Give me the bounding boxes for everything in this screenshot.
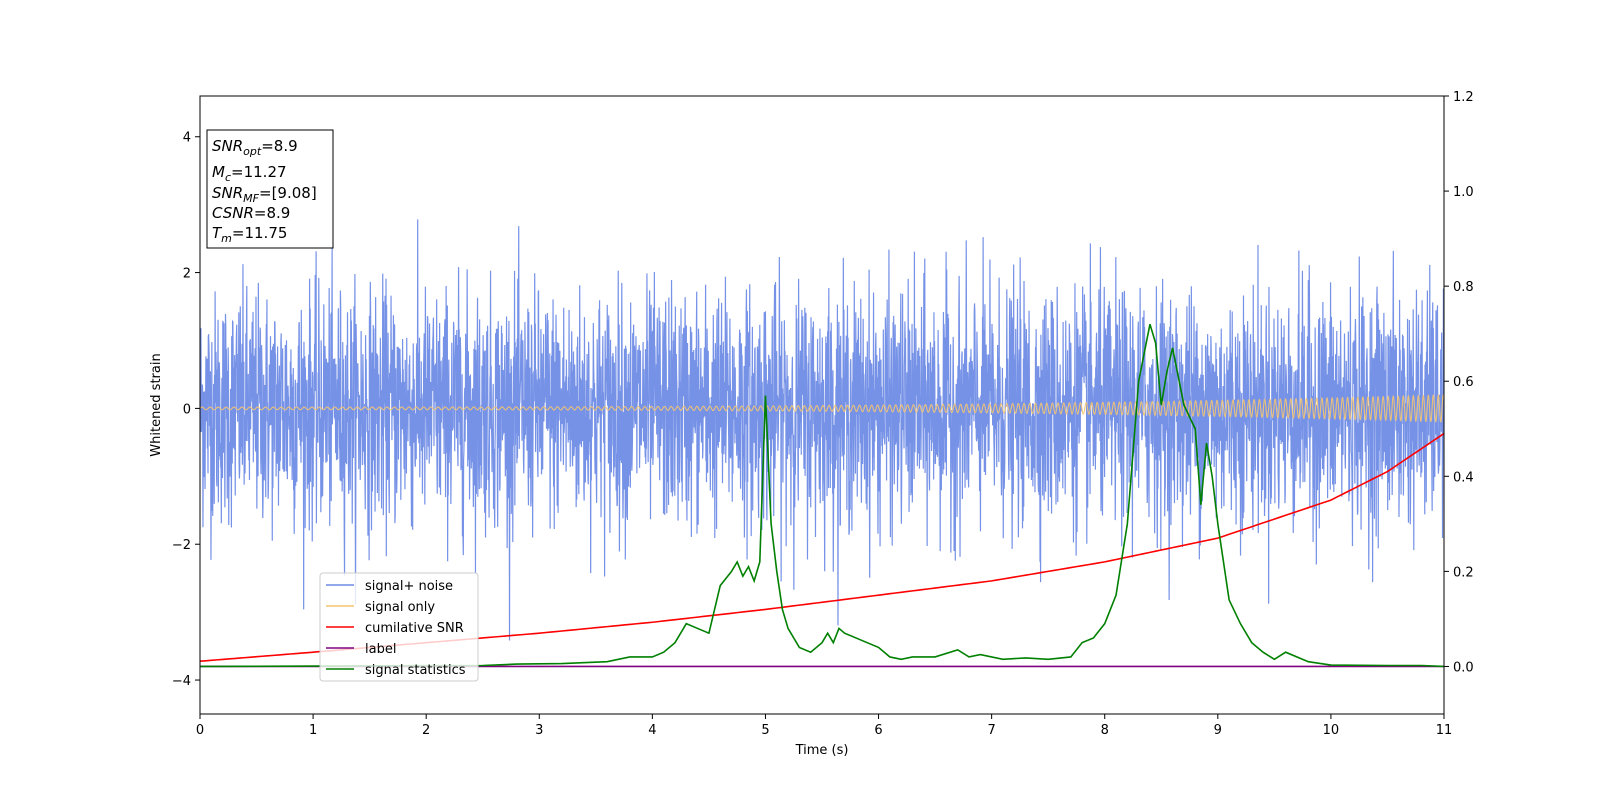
x-tick-label: 10: [1323, 723, 1340, 738]
x-tick-label: 4: [648, 723, 656, 738]
x-tick-label: 2: [422, 723, 430, 738]
legend-label-signal-only: signal only: [365, 600, 435, 615]
plot-frame: [199, 95, 1445, 715]
y-tick-label: −2: [172, 538, 191, 553]
legend-label-cumilative-snr: cumilative SNR: [365, 621, 464, 636]
y2-tick-label: 0.0: [1453, 660, 1474, 675]
x-tick-label: 5: [761, 723, 769, 738]
y2-tick-label: 1.0: [1453, 185, 1474, 200]
y2-tick-label: 0.6: [1453, 375, 1474, 390]
info-box: SNRopt=8.9 Mc=11.27 SNRMF=[9.08] CSNR=8.…: [206, 129, 334, 249]
info-csnr: CSNR=8.9: [212, 204, 290, 222]
x-tick-label: 9: [1214, 723, 1222, 738]
signal-only-layer: [200, 394, 1444, 423]
y-axis-label: Whitened strain: [149, 353, 164, 456]
x-tick-label: 6: [874, 723, 882, 738]
x-tick-label: 3: [535, 723, 543, 738]
legend-frame: [319, 572, 479, 682]
info-snr-mf: SNRMF=[9.08]: [212, 184, 317, 205]
y-tick-label: −4: [172, 674, 191, 689]
y2-tick-label: 0.2: [1453, 565, 1474, 580]
info-tm: Tm=11.75: [212, 224, 287, 245]
legend-label-signal-noise: signal+ noise: [365, 579, 453, 594]
y-tick-label: 4: [183, 131, 191, 146]
x-axis-label: Time (s): [795, 743, 849, 758]
legend: signal+ noise signal only cumilative SNR…: [319, 572, 479, 682]
y-tick-label: 2: [183, 267, 191, 282]
x-axis-ticks: 0 1 2 3 4 5 6 7 8 9 10 11: [196, 714, 1452, 738]
x-tick-label: 0: [196, 723, 204, 738]
y2-tick-label: 1.2: [1453, 90, 1474, 105]
y2-axis-ticks: 0.0 0.2 0.4 0.6 0.8 1.0 1.2: [1444, 90, 1474, 675]
y-tick-label: 0: [183, 402, 191, 417]
y-axis-ticks: −4 −2 0 2 4: [172, 131, 200, 689]
series-signal-statistics: [200, 323, 1444, 668]
x-tick-label: 7: [987, 723, 995, 738]
info-snr-opt: SNRopt=8.9: [212, 137, 298, 158]
series-signal-only: [200, 394, 1444, 423]
x-tick-label: 1: [309, 723, 317, 738]
y2-tick-label: 0.8: [1453, 280, 1474, 295]
legend-label-label: label: [365, 642, 396, 657]
legend-label-signal-statistics: signal statistics: [365, 663, 466, 678]
y2-tick-label: 0.4: [1453, 470, 1474, 485]
x-tick-label: 11: [1436, 723, 1453, 738]
info-mc: Mc=11.27: [212, 163, 287, 184]
x-tick-label: 8: [1101, 723, 1109, 738]
